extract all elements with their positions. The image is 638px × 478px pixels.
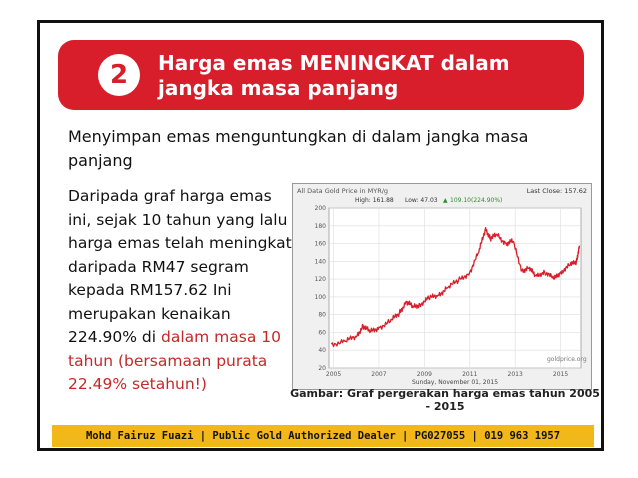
- chart-date-label: Sunday, November 01, 2015: [412, 379, 498, 386]
- x-tick-label: 2005: [326, 371, 341, 378]
- gold-price-chart: All Data Gold Price in MYR/g Last Close:…: [292, 183, 592, 390]
- lead-text: Menyimpan emas menguntungkan di dalam ja…: [68, 127, 529, 170]
- y-tick-label: 80: [318, 312, 326, 319]
- y-tick-label: 180: [315, 223, 327, 230]
- chart-header-left: All Data Gold Price in MYR/g: [297, 187, 388, 195]
- chart-stats-change-arrow: ▲: [443, 197, 448, 204]
- x-tick-label: 2015: [553, 371, 568, 378]
- banner-title: Harga emas MENINGKAT dalam jangka masa p…: [158, 51, 578, 101]
- y-tick-label: 160: [315, 241, 327, 248]
- body-normal-text: Daripada graf harga emas ini, sejak 10 t…: [68, 187, 292, 346]
- chart-watermark: goldprice.org: [547, 356, 587, 363]
- x-tick-label: 2007: [371, 371, 386, 378]
- y-tick-label: 200: [315, 205, 327, 212]
- y-tick-label: 20: [318, 365, 326, 372]
- footer-bar: Mohd Fairuz Fuazi | Public Gold Authoriz…: [52, 425, 594, 447]
- banner-title-line2: jangka masa panjang: [158, 76, 399, 100]
- chart-caption: Gambar: Graf pergerakan harga emas tahun…: [290, 387, 600, 413]
- chart-header-right: Last Close: 157.62: [527, 187, 587, 195]
- chart-stats-change: 109.10(224.90%): [450, 197, 502, 204]
- x-tick-label: 2013: [508, 371, 523, 378]
- body-paragraph: Daripada graf harga emas ini, sejak 10 t…: [68, 185, 298, 397]
- y-tick-label: 40: [318, 347, 326, 354]
- banner-title-line1: Harga emas MENINGKAT dalam: [158, 51, 510, 75]
- chart-plot-background: [328, 207, 582, 369]
- chart-plot-area: 20 40 60 80 100 120 140 160 180 200 2005 2007 2009 20…: [315, 205, 582, 378]
- footer-text: Mohd Fairuz Fuazi | Public Gold Authoriz…: [85, 430, 561, 442]
- y-tick-label: 120: [315, 276, 327, 283]
- x-tick-label: 2011: [462, 371, 477, 378]
- y-tick-label: 60: [318, 329, 326, 336]
- chart-stats-low: Low: 47.03: [405, 197, 438, 204]
- gold-price-series-line: [330, 226, 581, 348]
- y-tick-label: 140: [315, 258, 327, 265]
- title-banner: 2 Harga emas MENINGKAT dalam jangka masa…: [58, 40, 584, 110]
- chart-stats-high: High: 161.88: [355, 197, 394, 204]
- y-tick-label: 100: [315, 294, 327, 301]
- x-tick-label: 2009: [417, 371, 432, 378]
- slide-frame: 2 Harga emas MENINGKAT dalam jangka masa…: [37, 20, 604, 451]
- body-highlight-text: dalam masa 10 tahun (bersamaan purata 22…: [68, 328, 281, 393]
- section-number-badge: 2: [98, 54, 140, 96]
- chart-svg: All Data Gold Price in MYR/g Last Close:…: [297, 187, 587, 386]
